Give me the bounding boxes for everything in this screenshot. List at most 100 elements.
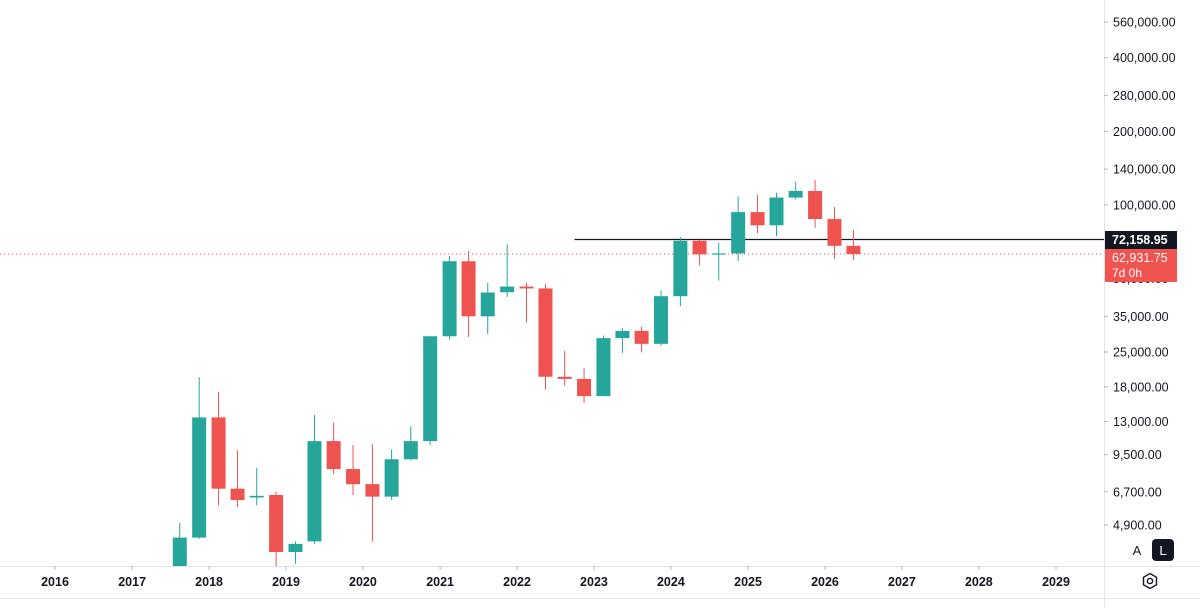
price-axis[interactable]: 560,000.00 400,000.00 280,000.00 200,000.00… xyxy=(1104,0,1176,607)
y-tick-label: 140,000.00 xyxy=(1113,163,1176,177)
auto-scale-button[interactable]: A xyxy=(1126,539,1148,561)
x-tick-label: 2023 xyxy=(580,575,608,589)
candle-up xyxy=(307,415,322,544)
candle-up xyxy=(403,426,418,461)
candle-body xyxy=(769,197,784,226)
candle-body xyxy=(211,417,226,489)
horizontal-line-layer xyxy=(0,238,1104,255)
log-scale-button[interactable]: L xyxy=(1152,539,1174,561)
candle-body xyxy=(192,417,207,538)
x-tick-label: 2027 xyxy=(888,575,916,589)
candle-down xyxy=(326,422,341,475)
candle-up xyxy=(249,467,264,506)
candle-down xyxy=(461,250,476,337)
x-tick-label: 2019 xyxy=(272,575,300,589)
candle-body xyxy=(846,245,861,255)
y-tick-label: 400,000.00 xyxy=(1113,51,1176,65)
candle-down xyxy=(365,444,380,542)
candle-body xyxy=(346,469,361,485)
x-tick-label: 2020 xyxy=(349,575,377,589)
candle-body xyxy=(269,495,284,552)
candle-down xyxy=(538,284,553,390)
candle-up xyxy=(288,541,303,564)
y-tick-label: 6,700.00 xyxy=(1113,485,1162,499)
x-tick-label: 2017 xyxy=(118,575,146,589)
candle-body xyxy=(596,338,611,397)
candle-body xyxy=(384,459,399,497)
hline-price-value: 72,158.95 xyxy=(1112,232,1168,247)
y-tick-label: 25,000.00 xyxy=(1113,346,1169,360)
candle-body xyxy=(442,261,457,337)
y-tick-label: 9,500.00 xyxy=(1113,448,1162,462)
y-tick-label: 13,000.00 xyxy=(1113,415,1169,429)
candle-down xyxy=(577,368,592,403)
candle-up xyxy=(711,242,726,281)
y-tick-label: 4,900.00 xyxy=(1113,519,1162,533)
candle-down xyxy=(808,180,823,228)
candle-down xyxy=(346,445,361,496)
candle-body xyxy=(827,219,842,246)
x-tick-label: 2024 xyxy=(657,575,685,589)
candle-body xyxy=(365,484,380,497)
candle-down xyxy=(634,326,649,353)
candle-body xyxy=(653,296,668,344)
y-tick-label: 100,000.00 xyxy=(1113,198,1176,212)
candle-up xyxy=(500,244,515,297)
x-tick-label: 2021 xyxy=(426,575,454,589)
x-tick-label: 2026 xyxy=(811,575,839,589)
candle-body xyxy=(731,212,746,254)
y-tick-label: 200,000.00 xyxy=(1113,125,1176,139)
candle-body xyxy=(692,240,707,255)
candle-down xyxy=(519,282,534,323)
y-tick-label: 560,000.00 xyxy=(1113,16,1176,30)
candle-down xyxy=(557,351,572,386)
candle-body xyxy=(808,190,823,220)
y-tick-label: 35,000.00 xyxy=(1113,310,1169,324)
candle-body xyxy=(538,288,553,377)
candle-body xyxy=(673,240,688,297)
candle-body xyxy=(750,212,765,226)
candle-body xyxy=(557,376,572,379)
candle-up xyxy=(480,282,495,335)
candle-body xyxy=(615,330,630,339)
candle-body xyxy=(480,292,495,317)
candle-up xyxy=(172,522,187,566)
time-axis[interactable]: 2016 2017 2018 2019 2020 2021 2022 2023 2024 2025… xyxy=(0,566,1200,599)
candle-body xyxy=(249,495,264,498)
candle-down xyxy=(750,195,765,234)
candle-down xyxy=(692,239,707,266)
candle-up xyxy=(384,449,399,501)
gear-icon[interactable] xyxy=(1141,572,1159,590)
x-tick-label: 2025 xyxy=(734,575,762,589)
bar-countdown: 7d 0h xyxy=(1112,265,1143,280)
candle-body xyxy=(577,378,592,397)
candle-up xyxy=(423,336,438,446)
candle-up xyxy=(192,377,207,539)
last-price-tag: 62,931.75 7d 0h xyxy=(1105,248,1177,282)
candle-down xyxy=(211,391,226,506)
x-tick-label: 2028 xyxy=(965,575,993,589)
candle-up xyxy=(615,327,630,353)
x-tick-label: 2022 xyxy=(503,575,531,589)
candle-body xyxy=(326,441,341,470)
candle-down xyxy=(269,491,284,566)
candle-body xyxy=(288,543,303,552)
candle-up xyxy=(769,192,784,237)
candle-body xyxy=(500,286,515,293)
candle-body xyxy=(788,190,803,198)
candle-up xyxy=(731,196,746,262)
candle-body xyxy=(403,441,418,460)
candle-body xyxy=(230,488,245,501)
candle-up xyxy=(653,290,668,346)
candle-up xyxy=(442,255,457,340)
candle-down xyxy=(230,450,245,508)
candle-body xyxy=(711,253,726,255)
candle-body xyxy=(461,261,476,317)
candle-up xyxy=(673,237,688,307)
candle-down xyxy=(846,229,861,260)
candle-body xyxy=(423,336,438,442)
candles-layer xyxy=(172,180,861,566)
x-tick-label: 2029 xyxy=(1042,575,1070,589)
